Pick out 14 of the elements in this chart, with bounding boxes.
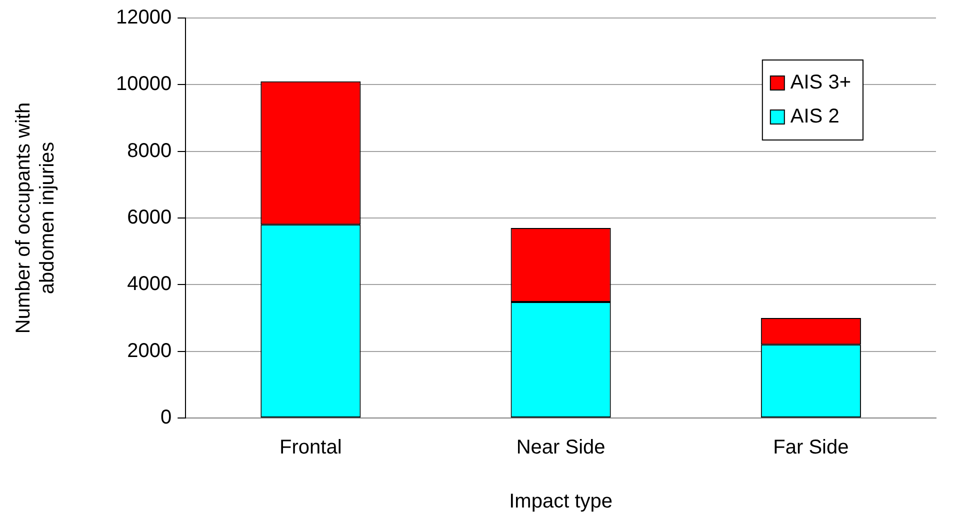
y-tick-label: 2000 — [127, 340, 172, 362]
y-tick-label: 6000 — [127, 206, 172, 229]
x-tick-label: Frontal — [280, 436, 342, 459]
y-axis-title: Number of occupants with abdomen injuries — [12, 102, 59, 334]
legend-label: AIS 3+ — [790, 72, 852, 94]
x-axis-title: Impact type — [509, 490, 613, 513]
x-tick-label: Far Side — [773, 436, 849, 459]
y-tick-label: 10000 — [116, 73, 172, 96]
y-tick-label: 8000 — [127, 140, 172, 162]
y-tick-label: 12000 — [116, 6, 172, 29]
x-tick-label: Near Side — [516, 436, 606, 459]
y-tick-label: 0 — [160, 406, 172, 429]
legend-label: AIS 2 — [790, 106, 840, 128]
y-tick-label: 4000 — [127, 273, 172, 296]
